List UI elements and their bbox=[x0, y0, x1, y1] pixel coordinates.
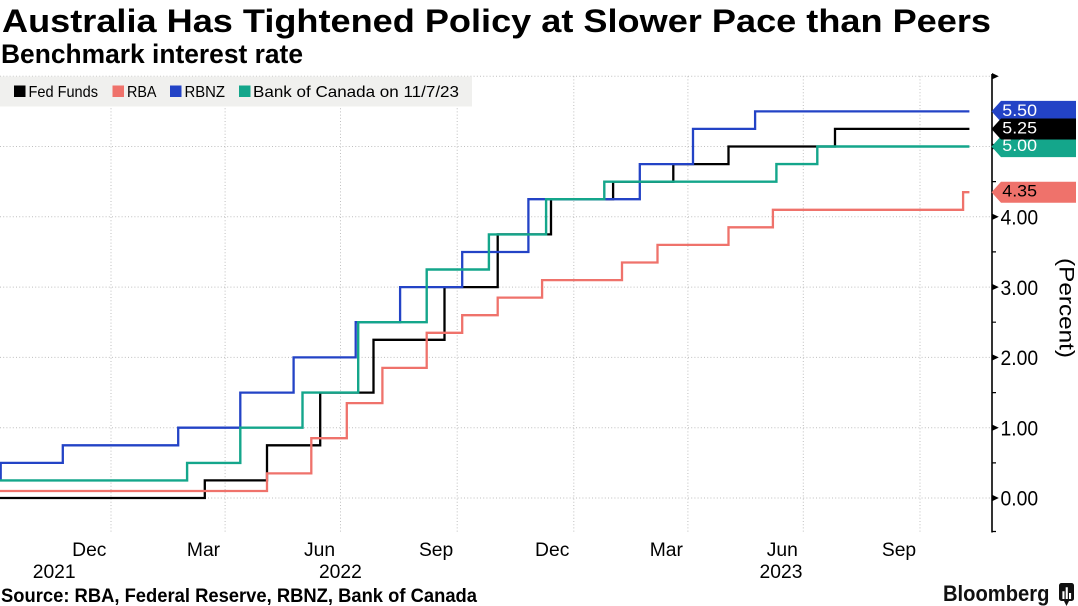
svg-text:Fed Funds: Fed Funds bbox=[29, 84, 99, 101]
svg-text:1.00: 1.00 bbox=[1001, 417, 1039, 440]
svg-text:Jun: Jun bbox=[767, 540, 798, 561]
svg-text:Mar: Mar bbox=[187, 540, 221, 561]
svg-text:4.00: 4.00 bbox=[1001, 207, 1039, 230]
svg-text:Bank of Canada on 11/7/23: Bank of Canada on 11/7/23 bbox=[253, 84, 459, 101]
svg-text:Benchmark interest rate: Benchmark interest rate bbox=[1, 39, 303, 69]
svg-text:0.00: 0.00 bbox=[1001, 488, 1039, 511]
svg-text:Dec: Dec bbox=[72, 540, 107, 561]
svg-text:2023: 2023 bbox=[760, 562, 803, 583]
svg-text:Sep: Sep bbox=[882, 540, 916, 561]
svg-text:RBA: RBA bbox=[127, 84, 157, 101]
svg-text:Sep: Sep bbox=[419, 540, 453, 561]
svg-text:Source: RBA, Federal Reserve,: Source: RBA, Federal Reserve, RBNZ, Bank… bbox=[1, 585, 477, 606]
svg-text:2022: 2022 bbox=[319, 562, 362, 583]
svg-text:RBNZ: RBNZ bbox=[185, 84, 226, 101]
svg-text:5.50: 5.50 bbox=[1002, 101, 1037, 120]
svg-text:(Percent): (Percent) bbox=[1055, 258, 1078, 358]
svg-text:Mar: Mar bbox=[650, 540, 684, 561]
svg-text:Dec: Dec bbox=[535, 540, 570, 561]
svg-text:2021: 2021 bbox=[33, 562, 76, 583]
svg-text:5.25: 5.25 bbox=[1002, 118, 1037, 137]
svg-text:Jun: Jun bbox=[304, 540, 335, 561]
svg-text:Bloomberg: Bloomberg bbox=[943, 581, 1049, 606]
svg-text:4.35: 4.35 bbox=[1002, 182, 1037, 201]
svg-text:Australia Has Tightened Policy: Australia Has Tightened Policy at Slower… bbox=[2, 3, 991, 39]
svg-text:2.00: 2.00 bbox=[1001, 347, 1039, 370]
svg-text:3.00: 3.00 bbox=[1001, 277, 1039, 300]
svg-text:5.00: 5.00 bbox=[1002, 136, 1037, 155]
